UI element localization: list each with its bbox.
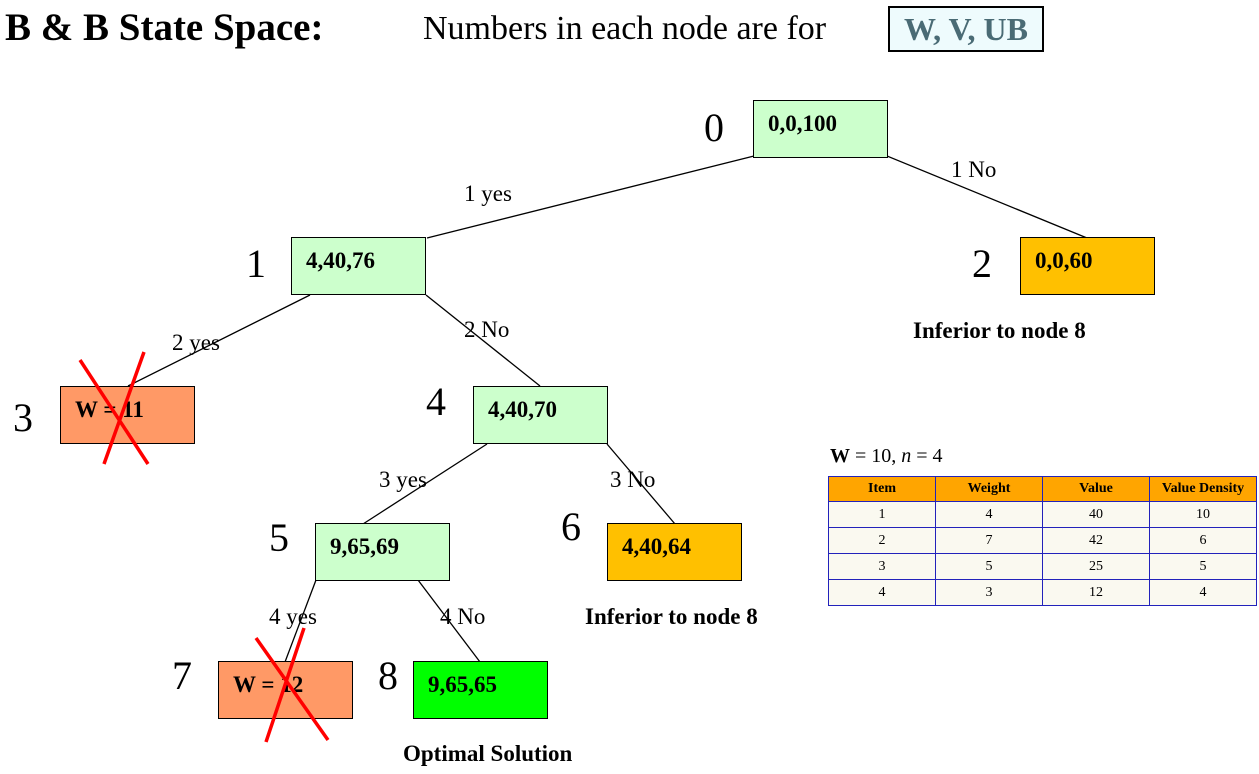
node-id-7: 7 (172, 653, 192, 698)
table-cell: 25 (1042, 553, 1150, 580)
node-id-1: 1 (246, 241, 266, 286)
node-1: 4,40,76 (291, 237, 426, 295)
column-header-value: Value (1042, 476, 1150, 502)
table-cell: 1 (828, 501, 936, 528)
edge-label-0-2: 1 No (951, 157, 997, 182)
edge-4-5 (362, 443, 488, 525)
node-id-6: 6 (561, 504, 581, 549)
edge-4-6 (606, 443, 676, 525)
node-id-8: 8 (378, 653, 398, 698)
note-node-8: Optimal Solution (403, 741, 573, 766)
node-6: 4,40,64 (607, 523, 742, 581)
table-row: 2 7 42 6 (828, 527, 1257, 554)
table-cell: 6 (1149, 527, 1257, 554)
edge-label-4-6: 3 No (610, 467, 656, 492)
table-cell: 5 (935, 553, 1043, 580)
table-header-row: Item Weight Value Value Density (828, 476, 1257, 502)
node-id-4: 4 (426, 379, 446, 424)
edge-0-1 (426, 155, 755, 239)
items-table: Item Weight Value Value Density 1 4 40 1… (828, 476, 1257, 606)
prune-cross-icon (78, 351, 150, 465)
note-node-2: Inferior to node 8 (913, 318, 1086, 343)
edge-label-5-8: 4 No (440, 604, 486, 629)
node-legend-box: W, V, UB (888, 6, 1044, 52)
edge-label-5-7: 4 yes (269, 604, 317, 629)
note-node-6: Inferior to node 8 (585, 604, 758, 629)
item-count-label: n (901, 445, 912, 467)
table-cell: 42 (1042, 527, 1150, 554)
item-count-value: = 4 (911, 445, 943, 467)
edge-label-1-4: 2 No (464, 317, 510, 342)
edge-label-0-1: 1 yes (464, 181, 512, 206)
table-row: 1 4 40 10 (828, 501, 1257, 528)
column-header-value-density: Value Density (1149, 476, 1257, 502)
node-7: W = 12 (218, 661, 353, 719)
capacity-label: W (830, 445, 850, 467)
table-cell: 4 (828, 579, 936, 606)
column-header-weight: Weight (935, 476, 1043, 502)
edge-label-4-5: 3 yes (379, 467, 427, 492)
edge-5-7 (284, 579, 317, 663)
node-8: 9,65,65 (413, 661, 548, 719)
table-cell: 4 (935, 501, 1043, 528)
table-cell: 4 (1149, 579, 1257, 606)
table-row: 3 5 25 5 (828, 553, 1257, 580)
edge-0-2 (886, 155, 1088, 239)
table-cell: 2 (828, 527, 936, 554)
prune-cross-icon (254, 627, 330, 743)
node-0: 0,0,100 (753, 100, 888, 158)
node-id-5: 5 (269, 515, 289, 560)
node-5: 9,65,69 (315, 523, 450, 581)
column-header-item: Item (828, 476, 936, 502)
capacity-value: = 10, (850, 445, 902, 467)
problem-parameters: W = 10, n = 4 (830, 445, 943, 468)
table-cell: 40 (1042, 501, 1150, 528)
edge-5-8 (417, 579, 481, 663)
table-cell: 5 (1149, 553, 1257, 580)
page-title: B & B State Space: (5, 6, 324, 49)
table-cell: 3 (828, 553, 936, 580)
node-4: 4,40,70 (473, 386, 608, 444)
node-id-3: 3 (13, 395, 33, 440)
edge-1-3 (127, 294, 311, 387)
table-cell: 7 (935, 527, 1043, 554)
node-id-2: 2 (972, 241, 992, 286)
edge-1-4 (425, 294, 541, 387)
table-cell: 3 (935, 579, 1043, 606)
node-id-0: 0 (704, 105, 724, 150)
edge-label-1-3: 2 yes (172, 330, 220, 355)
page-subtitle: Numbers in each node are for (423, 10, 827, 47)
table-cell: 10 (1149, 501, 1257, 528)
node-2: 0,0,60 (1020, 237, 1155, 295)
table-cell: 12 (1042, 579, 1150, 606)
table-row: 4 3 12 4 (828, 579, 1257, 606)
